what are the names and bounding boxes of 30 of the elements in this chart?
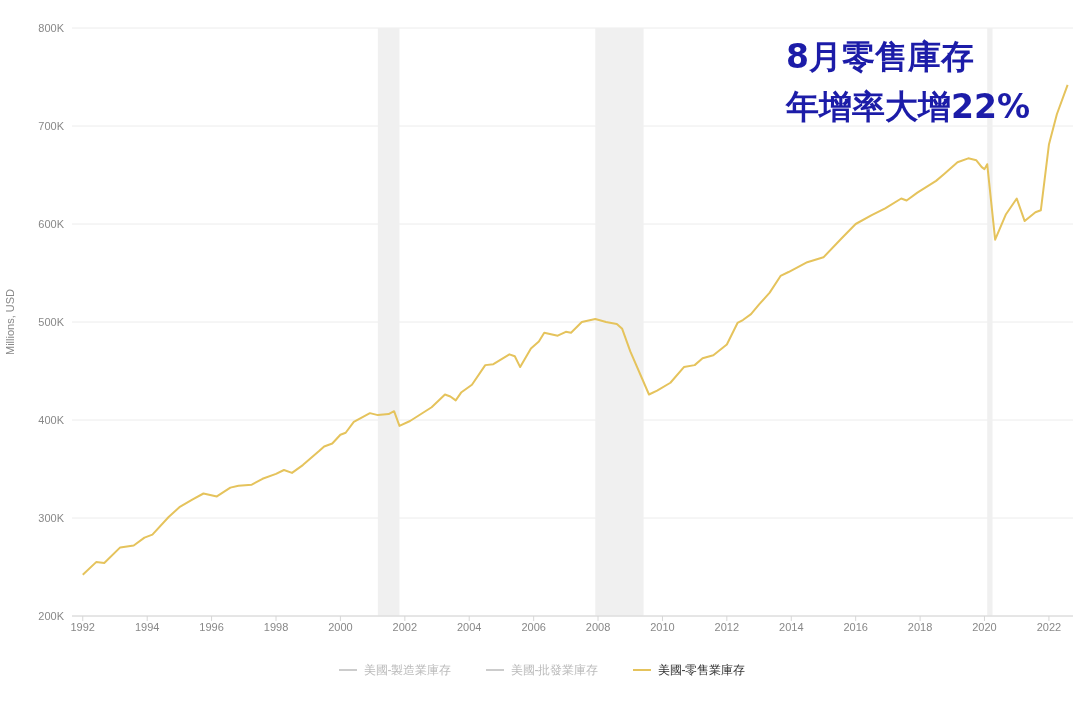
x-tick-label: 2006 [521,620,546,633]
legend-label: 美國-批發業庫存 [510,661,599,679]
y-tick-label: 700K [38,119,65,132]
y-tick-label: 200K [38,609,65,622]
x-tick-label: 2018 [907,620,933,633]
x-tick-label: 2010 [650,620,675,633]
line-series [81,83,1069,576]
y-axis-title: Millions, USD [3,288,16,356]
x-tick-label: 2004 [456,620,482,633]
x-tick-label: 2000 [328,620,353,633]
x-tick-label: 2022 [1036,620,1062,633]
x-tick-label: 1992 [70,620,95,633]
y-tick-label: 400K [38,413,65,426]
x-tick-label: 2014 [779,620,804,633]
legend-label: 美國-製造業庫存 [363,661,452,679]
x-tick-label: 2016 [843,620,868,633]
x-tick-label: 2020 [972,620,997,633]
y-tick-label: 300K [38,511,65,524]
x-tick-label: 1998 [263,620,289,633]
x-tick-label: 2012 [714,620,740,633]
y-tick-label: 500K [38,315,65,328]
y-tick-label: 800K [38,21,65,34]
y-tick-label: 600K [38,217,65,230]
x-tick-label: 2008 [585,620,611,633]
x-tick-label: 1996 [199,620,224,633]
x-tick-label: 2002 [392,620,418,633]
annotation: 8月零售庫存 [786,36,974,78]
legend-label: 美國-零售業庫存 [657,661,746,679]
x-tick-label: 1994 [134,620,160,633]
annotation: 年增率大增22% [786,86,1030,128]
